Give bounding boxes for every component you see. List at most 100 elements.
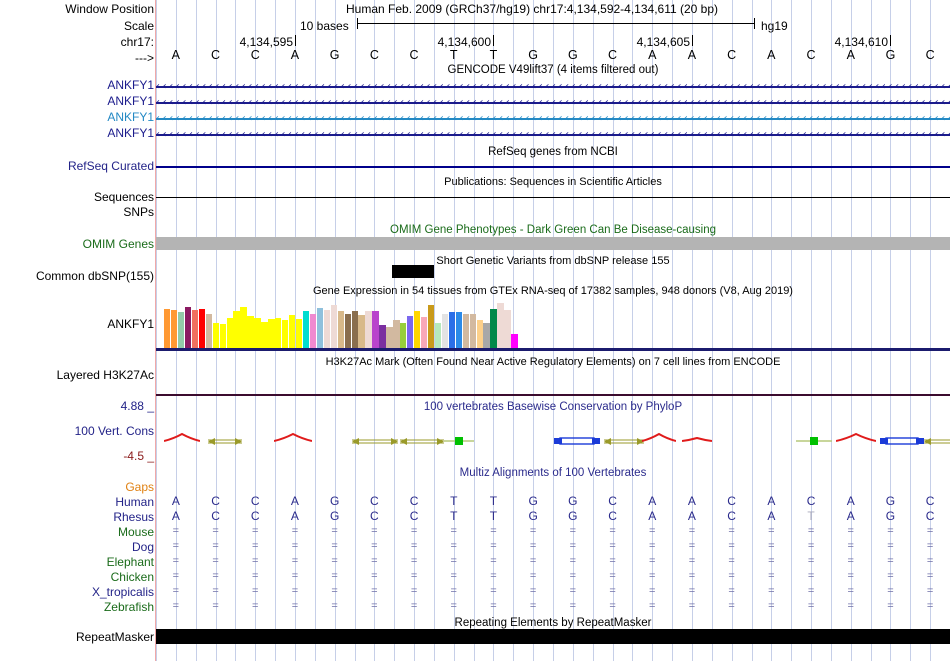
repeatmasker-feature-bar[interactable] <box>156 629 950 644</box>
multiz-species-label-chicken[interactable]: Chicken <box>110 570 154 584</box>
gtex-tissue-bar[interactable] <box>323 310 331 348</box>
multiz-species-label-zebrafish[interactable]: Zebrafish <box>103 600 154 614</box>
gtex-tissue-bar[interactable] <box>490 308 497 348</box>
gtex-tissue-bar[interactable] <box>184 306 192 348</box>
gtex-tissue-bar[interactable] <box>504 310 511 348</box>
multiz-species-label-mouse[interactable]: Mouse <box>117 525 154 539</box>
gtex-tissue-bar[interactable] <box>476 320 483 348</box>
multiz-alignment-block[interactable] <box>880 425 924 455</box>
gtex-tissue-bar[interactable] <box>268 319 275 348</box>
gtex-tissue-bar[interactable] <box>205 313 212 348</box>
gtex-tissue-bar[interactable] <box>164 308 171 348</box>
dbsnp-variant-box[interactable] <box>392 265 434 278</box>
repeatmasker-label[interactable]: RepeatMasker <box>75 630 154 644</box>
gtex-tissue-bar[interactable] <box>462 313 469 348</box>
gtex-tissue-bar[interactable] <box>414 311 421 348</box>
gencode-transcript-row[interactable]: ‹‹‹‹‹‹‹‹‹‹‹‹‹‹‹‹‹‹‹‹‹‹‹‹‹‹‹‹‹‹‹‹‹‹‹‹‹‹‹‹… <box>156 130 950 140</box>
gtex-tissue-bar[interactable] <box>330 305 337 348</box>
gencode-gene-label[interactable]: ANKFY1 <box>107 126 154 140</box>
conservation-features[interactable] <box>156 425 950 455</box>
snps-label[interactable]: SNPs <box>123 205 154 219</box>
gtex-tissue-bar[interactable] <box>351 311 358 348</box>
gtex-tissue-bar[interactable] <box>191 310 199 348</box>
multiz-species-label-dog[interactable]: Dog <box>131 540 154 554</box>
gtex-tissue-bar[interactable] <box>393 320 400 348</box>
gtex-tissue-bar[interactable] <box>275 318 282 348</box>
gtex-tissue-bar[interactable] <box>316 307 324 348</box>
gtex-tissue-bar[interactable] <box>420 316 428 348</box>
gaps-label[interactable]: Gaps <box>125 480 154 494</box>
multiz-species-label-rhesus[interactable]: Rhesus <box>113 510 154 524</box>
publications-sequences-label[interactable]: Sequences <box>93 190 154 204</box>
gtex-tissue-bar[interactable] <box>379 325 386 348</box>
dbsnp-label[interactable]: Common dbSNP(155) <box>35 269 154 283</box>
conservation-phylop-peak[interactable] <box>641 425 677 455</box>
gtex-tissue-bar[interactable] <box>282 320 289 348</box>
gtex-tissue-bar[interactable] <box>448 312 456 348</box>
gtex-tissue-bar[interactable] <box>295 319 303 348</box>
gtex-tissue-bar[interactable] <box>289 314 296 348</box>
gencode-transcript-row[interactable]: ‹‹‹‹‹‹‹‹‹‹‹‹‹‹‹‹‹‹‹‹‹‹‹‹‹‹‹‹‹‹‹‹‹‹‹‹‹‹‹‹… <box>156 82 950 92</box>
gencode-transcript-row[interactable]: ‹‹‹‹‹‹‹‹‹‹‹‹‹‹‹‹‹‹‹‹‹‹‹‹‹‹‹‹‹‹‹‹‹‹‹‹‹‹‹‹… <box>156 98 950 108</box>
conservation-green-element[interactable] <box>444 425 474 455</box>
gencode-gene-label[interactable]: ANKFY1 <box>107 110 154 124</box>
gtex-tissue-bar[interactable] <box>240 306 247 348</box>
gtex-tissue-bar[interactable] <box>198 308 206 348</box>
omim-feature-bar[interactable] <box>156 237 950 250</box>
gtex-expression-barchart[interactable] <box>164 300 539 348</box>
multiz-species-label-human[interactable]: Human <box>115 495 154 509</box>
omim-genes-label[interactable]: OMIM Genes <box>82 237 154 251</box>
conservation-phylop-peak[interactable] <box>163 425 201 455</box>
multiz-alignment-arrow-icon[interactable] <box>400 425 444 455</box>
gtex-tissue-bar[interactable] <box>254 318 261 348</box>
multiz-species-label-elephant[interactable]: Elephant <box>106 555 154 569</box>
gencode-transcript-row[interactable]: ‹‹‹‹‹‹‹‹‹‹‹‹‹‹‹‹‹‹‹‹‹‹‹‹‹‹‹‹‹‹‹‹‹‹‹‹‹‹‹‹… <box>156 114 950 124</box>
multiz-alignment-arrow-icon[interactable] <box>208 425 242 455</box>
gtex-tissue-bar[interactable] <box>427 305 435 348</box>
conservation-phylop-peak[interactable] <box>835 425 877 455</box>
gtex-tissue-bar[interactable] <box>247 315 254 348</box>
multiz-alignment-block[interactable] <box>554 425 600 455</box>
multiz-alignment-arrow-icon[interactable] <box>604 425 644 455</box>
refseq-feature-line[interactable] <box>156 166 950 168</box>
gtex-tissue-bar[interactable] <box>358 314 365 348</box>
gtex-tissue-bar[interactable] <box>400 322 407 348</box>
conservation-label[interactable]: 100 Vert. Cons <box>74 424 154 438</box>
h3k27ac-label[interactable]: Layered H3K27Ac <box>56 368 154 382</box>
gtex-tissue-bar[interactable] <box>261 321 268 348</box>
gtex-tissue-bar[interactable] <box>337 311 344 348</box>
gtex-tissue-bar[interactable] <box>483 322 490 348</box>
publications-feature-line[interactable] <box>156 197 950 198</box>
gtex-tissue-bar[interactable] <box>309 313 317 348</box>
gtex-tissue-bar[interactable] <box>372 311 379 348</box>
gtex-tissue-bar[interactable] <box>469 313 476 348</box>
multiz-species-label-x_tropicalis[interactable]: X_tropicalis <box>91 585 154 599</box>
gtex-tissue-bar[interactable] <box>233 311 240 348</box>
multiz-alignment-arrow-icon[interactable] <box>924 425 950 455</box>
gtex-tissue-bar[interactable] <box>455 312 462 348</box>
gtex-tissue-bar[interactable] <box>407 315 414 348</box>
gtex-tissue-bar[interactable] <box>365 311 372 348</box>
conservation-phylop-peak[interactable] <box>681 425 713 455</box>
conservation-phylop-peak[interactable] <box>273 425 313 455</box>
gtex-tissue-bar[interactable] <box>226 318 233 348</box>
gtex-tissue-bar[interactable] <box>511 334 518 348</box>
conservation-green-element[interactable] <box>796 425 832 455</box>
gtex-tissue-bar[interactable] <box>441 313 449 348</box>
multiz-alignment-arrow-icon[interactable] <box>352 425 398 455</box>
gtex-tissue-bar[interactable] <box>177 312 185 348</box>
gtex-gene-label[interactable]: ANKFY1 <box>107 317 154 331</box>
refseq-curated-label[interactable]: RefSeq Curated <box>67 159 154 173</box>
gtex-tissue-bar[interactable] <box>344 313 351 348</box>
gencode-gene-label[interactable]: ANKFY1 <box>107 94 154 108</box>
gtex-tissue-bar[interactable] <box>219 323 226 348</box>
gtex-tissue-bar[interactable] <box>212 322 219 348</box>
gtex-tissue-bar[interactable] <box>386 327 393 348</box>
gtex-tissue-bar[interactable] <box>434 322 442 348</box>
gtex-tissue-bar[interactable] <box>170 310 178 348</box>
gencode-gene-label[interactable]: ANKFY1 <box>107 78 154 92</box>
multiz-gap-symbol: = <box>450 585 457 597</box>
gtex-tissue-bar[interactable] <box>497 303 504 348</box>
gtex-tissue-bar[interactable] <box>302 311 310 348</box>
